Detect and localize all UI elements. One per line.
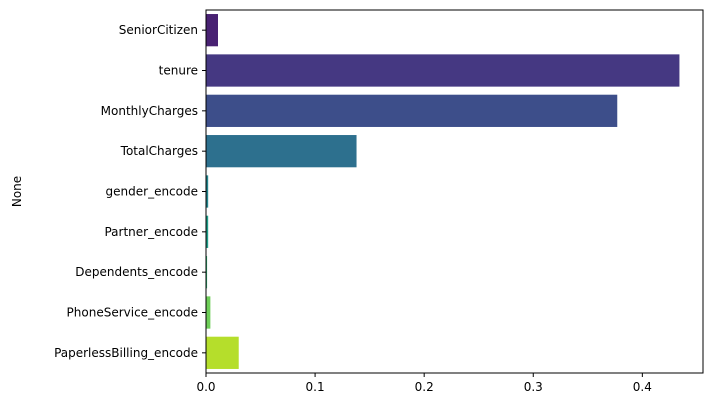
y-ticks-layer: SeniorCitizen tenure MonthlyCharges TotalCh…	[54, 23, 206, 360]
y-tick-label: MonthlyCharges	[101, 104, 198, 118]
y-axis-label: None	[10, 176, 24, 207]
y-tick-label: SeniorCitizen	[119, 23, 198, 37]
bar-TotalCharges	[206, 135, 357, 168]
bar-Dependents_encode	[206, 256, 208, 289]
bar-tenure	[206, 54, 680, 87]
x-tick-label: 0.3	[524, 380, 543, 394]
bar-PaperlessBilling_encode	[206, 336, 239, 369]
bar-PhoneService_encode	[206, 296, 211, 329]
x-tick-label: 0.4	[633, 380, 652, 394]
bar-Partner_encode	[206, 215, 209, 248]
bars-layer	[206, 14, 680, 369]
y-tick-label: PaperlessBilling_encode	[54, 346, 198, 360]
y-tick-label: tenure	[159, 64, 198, 78]
y-tick-label: gender_encode	[106, 185, 198, 199]
y-tick-label: Partner_encode	[104, 225, 198, 239]
x-tick-label: 0.1	[306, 380, 325, 394]
x-tick-label: 0.2	[415, 380, 434, 394]
x-ticks-layer: 0.0 0.1 0.2 0.3 0.4	[196, 373, 652, 394]
bar-SeniorCitizen	[206, 14, 218, 47]
bar-gender_encode	[206, 175, 209, 208]
y-tick-label: TotalCharges	[120, 144, 198, 158]
y-tick-label: Dependents_encode	[75, 265, 198, 279]
x-tick-label: 0.0	[196, 380, 215, 394]
y-tick-label: PhoneService_encode	[67, 306, 198, 320]
bar-MonthlyCharges	[206, 94, 618, 127]
